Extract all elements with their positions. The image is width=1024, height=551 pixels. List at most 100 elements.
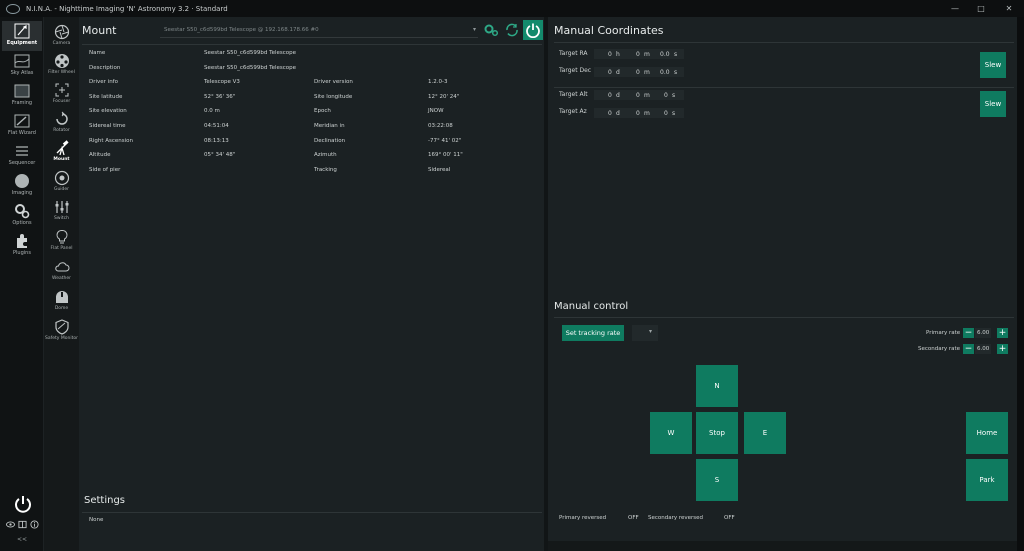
primary-rate-increase-button[interactable]: + (997, 328, 1008, 338)
subnav-label: Camera (52, 41, 71, 46)
minus-icon: − (964, 344, 973, 354)
eye-icon[interactable] (6, 520, 15, 529)
collapse-nav-button[interactable]: << (17, 536, 28, 543)
move-south-button[interactable]: S (696, 459, 738, 501)
subnav-item-dome[interactable]: Dome (44, 287, 79, 315)
tracking-rate-dropdown[interactable]: ▾ (632, 325, 658, 341)
book-icon[interactable] (18, 520, 27, 529)
subnav-item-weather[interactable]: Weather (44, 257, 79, 285)
driver-settings-button[interactable] (481, 20, 501, 40)
power-icon[interactable] (14, 495, 32, 513)
nav-item-sequencer[interactable]: Sequencer (2, 141, 42, 171)
nav-item-imaging[interactable]: Imaging (2, 171, 42, 201)
sidereal-time-value: 04:51:04 (204, 123, 229, 129)
sky-atlas-icon (14, 54, 30, 68)
nav-item-sky-atlas[interactable]: Sky Atlas (2, 51, 42, 81)
nav-label: Plugins (13, 250, 31, 256)
stop-button[interactable]: Stop (696, 412, 738, 454)
target-dec-seconds-input[interactable]: 0.0 s (654, 67, 684, 77)
info-icon[interactable] (30, 520, 39, 529)
site-elevation-label: Site elevation (89, 108, 127, 114)
subnav-item-focuser[interactable]: Focuser (44, 80, 79, 108)
refresh-icon (506, 23, 518, 37)
subnav-item-camera[interactable]: Camera (44, 22, 79, 50)
nav-item-equipment[interactable]: Equipment (2, 21, 42, 51)
nav-label: Sequencer (8, 160, 36, 166)
alt-minutes-unit: m (644, 91, 650, 99)
manual-control-divider (554, 317, 1014, 318)
subnav-item-rotator[interactable]: Rotator (44, 109, 79, 137)
move-east-button[interactable]: E (744, 412, 786, 454)
header-divider (82, 44, 542, 45)
subnav-item-mount[interactable]: Mount (44, 138, 79, 166)
nav-item-flat-wizard[interactable]: Flat Wizard (2, 111, 42, 141)
nav-label: Options (12, 220, 32, 226)
subnav-item-filter-wheel[interactable]: Filter Wheel (44, 51, 79, 79)
primary-rate-value[interactable]: 6.00 (975, 328, 992, 338)
primary-rate-decrease-button[interactable]: − (963, 328, 974, 338)
dec-minutes-value: 0 (636, 68, 640, 76)
close-button[interactable]: ✕ (1005, 4, 1013, 13)
name-label: Name (89, 50, 106, 56)
subnav-item-guider[interactable]: Guider (44, 168, 79, 196)
subnav-item-safety-monitor[interactable]: Safety Monitor (44, 317, 79, 345)
nav-item-plugins[interactable]: Plugins (2, 231, 42, 261)
rescan-devices-button[interactable] (502, 20, 522, 40)
nav-item-options[interactable]: Options (2, 201, 42, 231)
site-latitude-label: Site latitude (89, 94, 123, 100)
secondary-rate-label: Secondary rate (918, 346, 961, 352)
home-button[interactable]: Home (966, 412, 1008, 454)
az-minutes-unit: m (644, 109, 650, 117)
nav-item-framing[interactable]: Framing (2, 81, 42, 111)
secondary-rate-value[interactable]: 6.00 (975, 344, 992, 354)
target-ra-seconds-input[interactable]: 0.0 s (654, 49, 684, 59)
move-west-button[interactable]: W (650, 412, 692, 454)
primary-rate-label: Primary rate (926, 330, 961, 336)
primary-reversed-toggle[interactable]: OFF (628, 515, 639, 521)
disconnect-button[interactable] (523, 20, 543, 40)
secondary-rate-decrease-button[interactable]: − (963, 344, 974, 354)
app-logo-icon (6, 3, 20, 14)
dec-degrees-value: 0 (608, 68, 612, 76)
mount-device-selector[interactable]: Seestar S50_c6d599bd Telescope @ 192.168… (160, 23, 478, 38)
manual-coordinates-title: Manual Coordinates (554, 24, 664, 37)
set-tracking-rate-button[interactable]: Set tracking rate (562, 325, 624, 341)
ra-hours-unit: h (616, 50, 620, 58)
safety-monitor-icon (54, 319, 69, 335)
mount-icon (56, 140, 69, 156)
subnav-item-flat-panel[interactable]: Flat Panel (44, 227, 79, 255)
move-north-button[interactable]: N (696, 365, 738, 407)
nav-label: Equipment (6, 40, 38, 46)
site-elevation-value: 0.0 m (204, 108, 220, 114)
slew-altaz-button[interactable]: Slew (980, 91, 1006, 117)
site-latitude-value: 52° 36' 36" (204, 94, 236, 100)
nav-label: Framing (11, 100, 33, 106)
secondary-reversed-toggle[interactable]: OFF (724, 515, 735, 521)
declination-label: Declination (314, 138, 346, 144)
subnav-item-switch[interactable]: Switch (44, 197, 79, 225)
secondary-rate-increase-button[interactable]: + (997, 344, 1008, 354)
dec-degrees-unit: d (616, 68, 620, 76)
park-button[interactable]: Park (966, 459, 1008, 501)
slew-radec-button[interactable]: Slew (980, 52, 1006, 78)
description-value: Seestar S50_c6d599bd Telescope (204, 65, 296, 71)
declination-value: -77° 41' 02" (428, 138, 462, 144)
epoch-label: Epoch (314, 108, 331, 114)
subnav-label: Focuser (52, 99, 71, 104)
maximize-button[interactable]: □ (977, 4, 985, 13)
minimize-button[interactable]: — (951, 4, 959, 13)
equipment-sub-nav: Camera Filter Wheel Focuser Rotator Moun… (44, 17, 79, 551)
main-nav: Equipment Sky Atlas Framing Flat Wizard … (0, 17, 44, 551)
subnav-label: Guider (53, 187, 70, 192)
